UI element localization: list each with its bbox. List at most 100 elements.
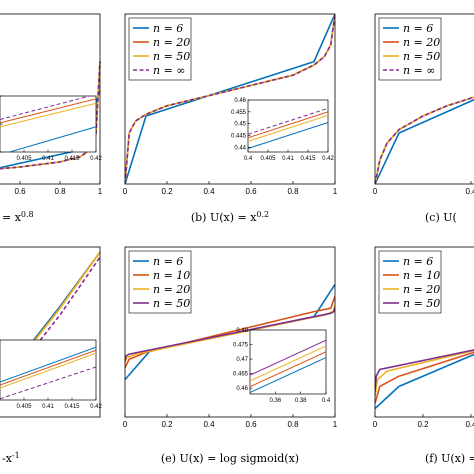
inset-series (0, 96, 96, 152)
series-line (250, 345, 326, 382)
x-tick-label: 0.8 (287, 420, 299, 429)
axes-frame (0, 246, 101, 418)
x-tick-label: 0.4 (465, 187, 474, 196)
x-tick-label: 0.4 (203, 187, 215, 196)
x-tick-label: 0.6 (245, 420, 257, 429)
inset-x-tick-label: 0.4 (322, 398, 331, 404)
legend-label: n = 50 (153, 297, 190, 310)
legend-label: n = 50 (403, 50, 440, 63)
series-line (0, 366, 96, 400)
inset-x-tick-label: 0.41 (42, 404, 54, 410)
axes-frame (374, 246, 474, 418)
inset-y-tick-label: 0.48 (236, 328, 248, 334)
caption-exponent: -1 (12, 451, 20, 460)
inset-y-tick-label: 0.475 (233, 343, 249, 349)
panel-d: 0.405 0.41 0.415 0.42 (0, 246, 102, 418)
x-tick-label: 0.8 (54, 187, 66, 196)
panel-caption: (e) U(x) = log sigmoid(x) (161, 452, 299, 465)
inset-x-tick-label: 0.42 (322, 156, 334, 162)
plot-series (0, 251, 101, 393)
inset-x-tick-label: 0.41 (42, 156, 54, 162)
series-line (375, 96, 474, 184)
legend-label: n = 20 (153, 283, 190, 296)
panel-b: 0 0.2 0.4 0.6 0.8 1 0.4 0.405 0.41 0.415 0.42 0.44 0… (123, 13, 338, 196)
series-line (125, 14, 335, 184)
inset-y-tick-label: 0.46 (234, 98, 246, 104)
series-line (0, 352, 96, 389)
plot-series (375, 349, 474, 410)
series-line (248, 114, 328, 142)
inset-frame (249, 329, 327, 395)
inset-x-tick-label: 0.38 (295, 398, 307, 404)
series-line (250, 357, 326, 393)
x-tick-label: 0.2 (417, 420, 429, 429)
series-line (125, 296, 335, 369)
series-line (248, 111, 328, 139)
series-line (7, 126, 96, 152)
legend-label: n = 20 (403, 283, 440, 296)
series-line (248, 107, 328, 135)
axes-frame (124, 246, 336, 418)
inset-x-tick-label: 0.405 (16, 156, 32, 162)
panel-caption: -x-1 (2, 451, 20, 466)
x-tick-label: 0 (123, 187, 128, 196)
series-line (250, 351, 326, 388)
inset-series (250, 339, 326, 393)
legend-label: n = ∞ (153, 64, 185, 77)
x-tick-label: 0.4 (203, 420, 215, 429)
series-line (125, 304, 335, 363)
series-line (0, 102, 96, 128)
legend-label: n = 6 (403, 255, 433, 268)
x-tick-label: 0.2 (161, 187, 173, 196)
panel-caption: (f) U(x) = l (425, 452, 474, 465)
inset-x-tick-label: 0.405 (260, 156, 276, 162)
series-line (375, 349, 474, 392)
legend-label: n = 10 (403, 269, 440, 282)
x-tick-label: 0.4 (465, 420, 474, 429)
inset-y-tick-label: 0.47 (236, 357, 248, 363)
inset-x-tick-label: 0.36 (269, 398, 281, 404)
panel-e: 0 0.2 0.4 0.6 0.8 1 0.36 0.38 0.4 0.46 0.465 0.47 0.… (123, 246, 338, 429)
x-tick-label: 0.2 (161, 420, 173, 429)
series-line (375, 96, 474, 184)
inset-x-tick-label: 0.41 (282, 156, 294, 162)
inset-x-tick-label: 0.4 (244, 156, 253, 162)
series-line (125, 14, 335, 184)
series-line (375, 96, 474, 184)
x-tick-label: 0.6 (14, 187, 26, 196)
inset-x-tick-label: 0.415 (300, 156, 316, 162)
series-line (375, 349, 474, 397)
series-line (248, 122, 328, 149)
x-tick-label: 0 (123, 420, 128, 429)
legend-label: n = 20 (153, 36, 190, 49)
series-line (375, 351, 474, 404)
inset-series (248, 107, 328, 149)
x-tick-label: 0 (373, 187, 378, 196)
series-line (0, 251, 101, 386)
legend-label: n = 10 (153, 269, 190, 282)
plot-series (125, 283, 335, 381)
inset-y-tick-label: 0.46 (236, 386, 248, 392)
series-line (375, 98, 474, 184)
inset-frame (0, 339, 97, 401)
inset-series (0, 346, 96, 400)
legend-label: n = 50 (153, 50, 190, 63)
legend-label: n = 50 (403, 297, 440, 310)
inset-y-tick-label: 0.455 (231, 110, 247, 116)
x-tick-label: 1 (98, 187, 103, 196)
inset-y-tick-label: 0.44 (234, 145, 246, 151)
x-tick-label: 0.8 (287, 187, 299, 196)
inset-y-tick-label: 0.445 (231, 133, 247, 139)
x-tick-label: 0.6 (245, 187, 257, 196)
series-line (0, 346, 96, 383)
caption-exponent: 0.8 (21, 210, 34, 219)
series-line (250, 339, 326, 376)
inset-y-tick-label: 0.465 (233, 372, 249, 378)
inset-y-tick-label: 0.45 (234, 122, 246, 128)
caption-exponent: 0.2 (256, 210, 269, 219)
inset-frame (0, 95, 97, 153)
inset-x-tick-label: 0.415 (64, 404, 80, 410)
panel-caption: = x0.8 (2, 210, 34, 225)
